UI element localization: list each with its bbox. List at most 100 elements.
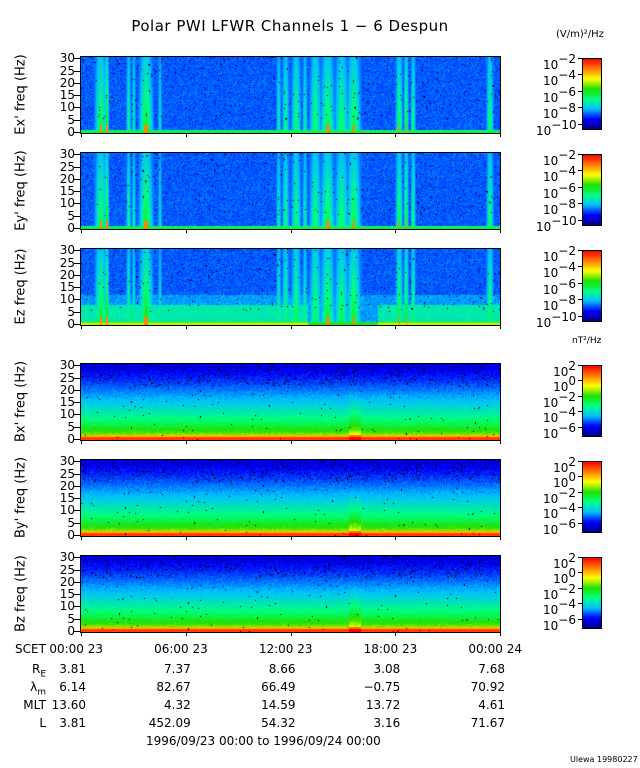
x-tick [185, 536, 187, 540]
tick-exponent: −10 [551, 213, 577, 228]
ephemeris-value: 4.61 [478, 698, 505, 712]
colorbar-tick [578, 250, 582, 251]
x-tick [500, 133, 501, 137]
ephemeris-row-label: RE [0, 662, 46, 679]
spectrogram-3 [81, 249, 500, 325]
tick-base: 10 [543, 282, 559, 297]
tick-base: 10 [536, 315, 552, 330]
colorbar-tick-label: 100 [536, 470, 576, 490]
colorbar-tick-label: 10−6 [536, 85, 576, 105]
ephemeris-value: 3.16 [373, 716, 401, 730]
credit: Ulewa 19980227 [570, 755, 638, 764]
ephemeris-value: 13.60 [51, 698, 86, 712]
panel-frame [80, 56, 501, 134]
x-tick [395, 133, 397, 137]
tick-base: 10 [543, 250, 559, 264]
y-tick-label: 25 [59, 159, 75, 174]
tick-base: 10 [553, 572, 569, 587]
colorbar-tick-label: 10−4 [536, 501, 576, 521]
colorbar-tick-label: 102 [536, 455, 576, 475]
date-range: 1996/09/23 00:00 to 1996/09/24 00:00 [146, 734, 381, 748]
colorbar-tick [578, 203, 582, 205]
y-tick-label: 10 [59, 503, 75, 518]
electric-unit-label: (V/m)²/Hz [556, 29, 604, 40]
colorbar-tick [578, 587, 582, 589]
colorbar-tick-label: 10−8 [536, 293, 576, 313]
colorbar-tick [578, 266, 582, 268]
colorbar-tick [578, 58, 582, 59]
tick-base: 10 [543, 170, 559, 185]
x-tick [290, 536, 292, 540]
y-tick-label: 0 [67, 125, 75, 139]
colorbar-tick-label: 10−6 [536, 181, 576, 201]
colorbar-tick [578, 90, 582, 92]
y-tick [73, 95, 80, 97]
y-tick [73, 365, 80, 367]
scet-label: SCET [15, 642, 46, 656]
x-tick [395, 325, 397, 329]
tick-base: 10 [543, 58, 559, 72]
y-tick [73, 498, 80, 500]
y-tick [73, 377, 80, 379]
colorbar [582, 461, 602, 533]
tick-exponent: −8 [558, 101, 576, 116]
x-tick [500, 325, 501, 329]
tick-base: 10 [536, 123, 552, 138]
y-tick [73, 274, 80, 276]
tick-exponent: −2 [558, 244, 576, 258]
y-tick [73, 569, 80, 571]
colorbar-tick-label: 10−4 [536, 260, 576, 280]
colorbar-tick-label: 10−2 [536, 52, 576, 72]
y-tick [73, 606, 80, 608]
tick-exponent: 0 [568, 374, 576, 389]
x-tick [185, 133, 187, 137]
tick-base: 10 [543, 90, 559, 105]
tick-base: 10 [543, 507, 559, 522]
y-tick-label: 25 [59, 63, 75, 78]
label-text: MLT [23, 698, 46, 712]
x-tick [185, 229, 187, 233]
tick-base: 10 [553, 557, 569, 571]
y-tick [73, 191, 80, 193]
colorbar-tick [578, 154, 582, 155]
colorbar-tick-label: 10−4 [536, 164, 576, 184]
tick-exponent: −4 [558, 501, 576, 516]
tick-base: 10 [543, 411, 559, 426]
colorbar [582, 557, 602, 629]
colorbar-tick-label: 10−10 [536, 213, 577, 234]
tick-base: 10 [543, 491, 559, 506]
y-tick-label: 25 [59, 466, 75, 481]
tick-base: 10 [543, 587, 559, 602]
y-tick-label: 30 [59, 243, 75, 258]
tick-base: 10 [536, 219, 552, 234]
y-axis-label: Bx' freq (Hz) [13, 360, 29, 443]
y-tick [73, 250, 80, 252]
spectrogram-1 [81, 57, 500, 133]
panel-frame [80, 363, 501, 441]
colorbar-tick-label: 10−6 [536, 277, 576, 297]
y-tick-label: 15 [59, 184, 75, 199]
y-tick [73, 215, 80, 217]
x-tick [81, 325, 82, 329]
y-tick [73, 107, 80, 109]
colorbar-tick [578, 299, 582, 301]
ephemeris-row-label: λm [0, 680, 46, 697]
y-tick [73, 402, 80, 404]
y-tick-label: 20 [59, 574, 75, 589]
x-tick [500, 440, 501, 444]
colorbar-tick [578, 380, 582, 382]
tick-exponent: −4 [558, 260, 576, 275]
colorbar-tick-label: 10−6 [536, 613, 576, 633]
x-tick-label: 12:00 23 [258, 642, 313, 656]
x-tick [395, 536, 397, 540]
ephemeris-value: 14.59 [261, 698, 296, 712]
tick-base: 10 [543, 603, 559, 618]
y-tick-label: 5 [67, 304, 75, 319]
panel-frame [80, 555, 501, 633]
x-tick-label: 00:00 24 [468, 642, 522, 656]
colorbar-tick [578, 427, 582, 429]
tick-exponent: −6 [558, 180, 576, 195]
colorbar-tick-label: 10−2 [536, 148, 576, 168]
tick-exponent: 0 [568, 470, 576, 485]
